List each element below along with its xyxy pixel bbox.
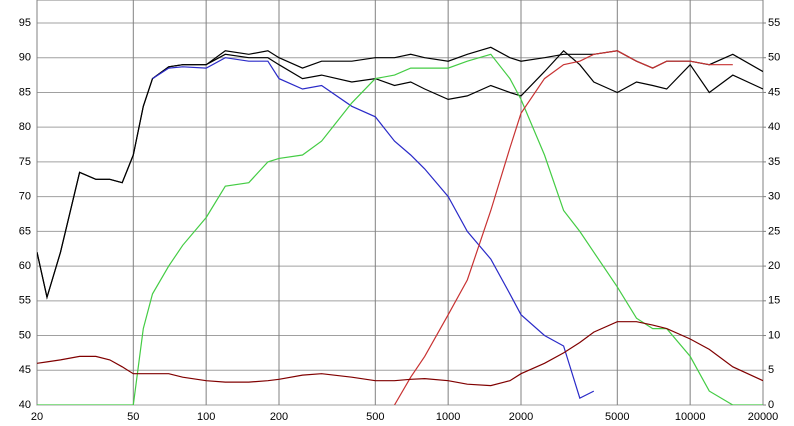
y2-tick-label: 15 — [768, 295, 780, 307]
y2-tick-label: 30 — [768, 191, 780, 203]
y-tick-label: 40 — [19, 399, 31, 411]
x-tick-label: 10000 — [675, 411, 706, 423]
grid — [36, 0, 766, 406]
y2-tick-label: 20 — [768, 260, 780, 272]
lines — [37, 46, 763, 405]
y2-tick-label: 35 — [768, 156, 780, 168]
y-tick-label: 70 — [19, 191, 31, 203]
x-tick-label: 2000 — [509, 411, 533, 423]
y-tick-label: 80 — [19, 121, 31, 133]
y-tick-label: 65 — [19, 225, 31, 237]
y2-tick-label: 55 — [768, 17, 780, 29]
labels: 40 45 50 55 60 65 70 75 80 85 90 95 0 5 10 15 20 25 30 35 40… — [19, 17, 781, 423]
y-tick-label: 60 — [19, 260, 31, 272]
y2-tick-label: 25 — [768, 225, 780, 237]
y2-tick-label: 5 — [768, 364, 774, 376]
y-tick-label: 45 — [19, 364, 31, 376]
series-line — [393, 50, 733, 405]
x-tick-label: 20 — [31, 411, 43, 423]
y2-tick-label: 50 — [768, 52, 780, 64]
x-tick-label: 20000 — [748, 411, 779, 423]
x-tick-label: 200 — [270, 411, 288, 423]
series-line — [37, 53, 763, 405]
y2-tick-label: 45 — [768, 86, 780, 98]
y-tick-label: 55 — [19, 295, 31, 307]
y-tick-label: 95 — [19, 17, 31, 29]
y-tick-label: 90 — [19, 52, 31, 64]
x-tick-label: 100 — [197, 411, 215, 423]
y-tick-label: 75 — [19, 156, 31, 168]
series-line — [37, 321, 763, 387]
x-tick-label: 50 — [127, 411, 139, 423]
y2-tick-label: 0 — [768, 399, 774, 411]
x-tick-label: 1000 — [436, 411, 460, 423]
y2-tick-label: 10 — [768, 329, 780, 341]
x-tick-label: 500 — [366, 411, 384, 423]
y2-tick-label: 40 — [768, 121, 780, 133]
series-line — [152, 57, 595, 399]
plot-area — [36, 0, 764, 406]
y-tick-label: 50 — [19, 329, 31, 341]
x-tick-label: 5000 — [605, 411, 629, 423]
y-tick-label: 85 — [19, 86, 31, 98]
